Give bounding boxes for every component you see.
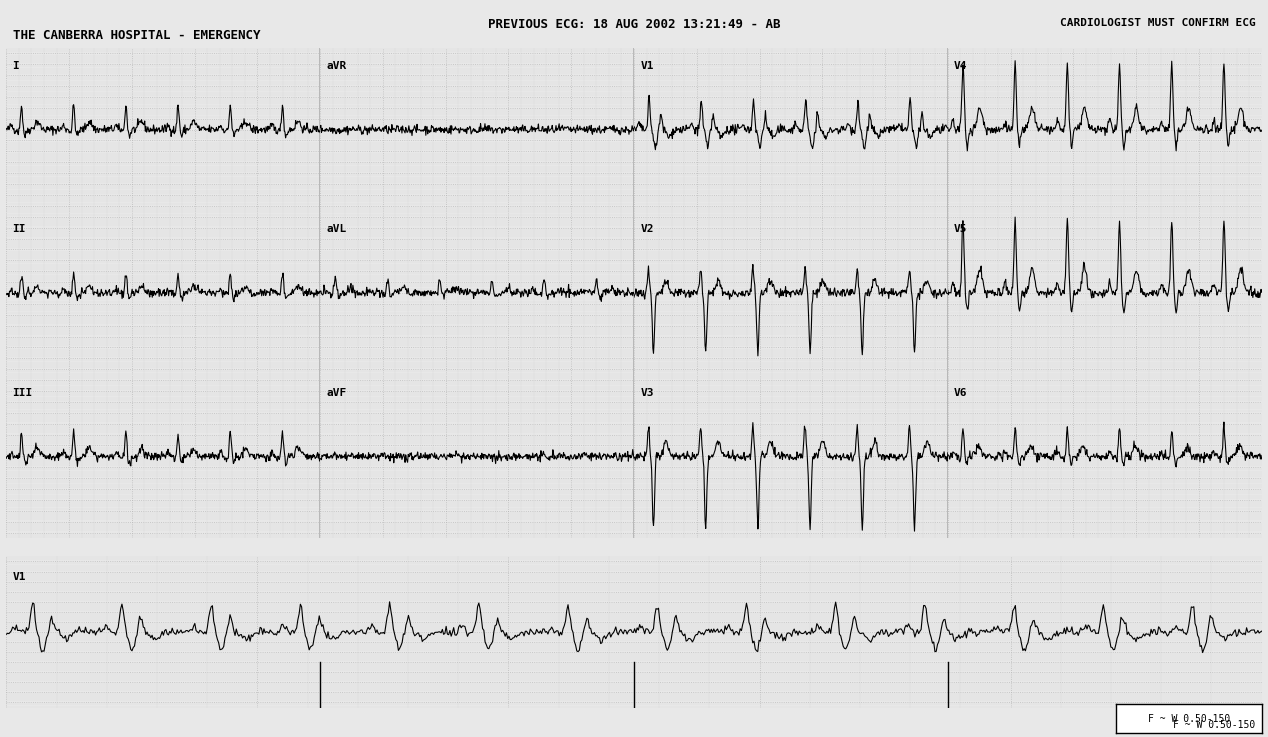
Text: III: III: [13, 388, 33, 398]
Text: aVR: aVR: [326, 61, 346, 71]
Text: PREVIOUS ECG: 18 AUG 2002 13:21:49 - AB: PREVIOUS ECG: 18 AUG 2002 13:21:49 - AB: [488, 18, 780, 32]
Text: V3: V3: [640, 388, 654, 398]
Text: aVF: aVF: [326, 388, 346, 398]
Text: I: I: [13, 61, 19, 71]
Text: CARDIOLOGIST MUST CONFIRM ECG: CARDIOLOGIST MUST CONFIRM ECG: [1060, 18, 1255, 29]
Text: F ~ W 0.50-150: F ~ W 0.50-150: [1173, 719, 1255, 730]
Text: F ~ W 0.50-150: F ~ W 0.50-150: [1148, 713, 1230, 724]
Text: V5: V5: [954, 224, 967, 234]
Text: aVL: aVL: [326, 224, 346, 234]
Text: V1: V1: [13, 572, 27, 581]
Text: V2: V2: [640, 224, 654, 234]
Text: V1: V1: [640, 61, 654, 71]
Text: II: II: [13, 224, 27, 234]
Text: THE CANBERRA HOSPITAL - EMERGENCY: THE CANBERRA HOSPITAL - EMERGENCY: [13, 29, 260, 43]
Text: V6: V6: [954, 388, 967, 398]
Text: V4: V4: [954, 61, 967, 71]
